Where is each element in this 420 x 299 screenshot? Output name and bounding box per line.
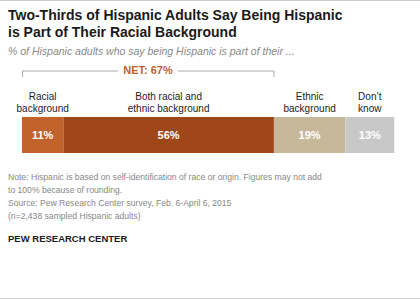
svg-text:13%: 13% (359, 129, 381, 141)
svg-text:Racialbackground: Racialbackground (17, 91, 69, 114)
svg-text:56%: 56% (158, 129, 180, 141)
html-text:Note: Hispanic is based on sel: Note: Hispanic is based on self-identifi… (8, 172, 322, 182)
html-text:% of Hispanic adults who say b: % of Hispanic adults who say being Hispa… (8, 45, 295, 57)
svg-text:Both racial andethnic backgrou: Both racial andethnic background (128, 91, 210, 114)
svg-text:11%: 11% (32, 129, 54, 141)
html-text:to 100% because of rounding.: to 100% because of rounding. (8, 185, 123, 195)
svg-text:NET: 67%: NET: 67% (123, 64, 173, 76)
html-text:(n=2,438 sampled Hispanic adul: (n=2,438 sampled Hispanic adults) (8, 211, 141, 221)
html-text:PEW RESEARCH CENTER: PEW RESEARCH CENTER (8, 233, 128, 244)
svg-text:19%: 19% (299, 129, 321, 141)
svg-text:Ethnicbackground: Ethnicbackground (284, 91, 336, 114)
html-text:Source: Pew Research Center su: Source: Pew Research Center survey, Feb.… (8, 198, 232, 208)
html-text:Two-Thirds of Hispanic Adults: Two-Thirds of Hispanic Adults Say Being … (8, 7, 343, 40)
svg-text:Don’tknow: Don’tknow (358, 91, 382, 114)
